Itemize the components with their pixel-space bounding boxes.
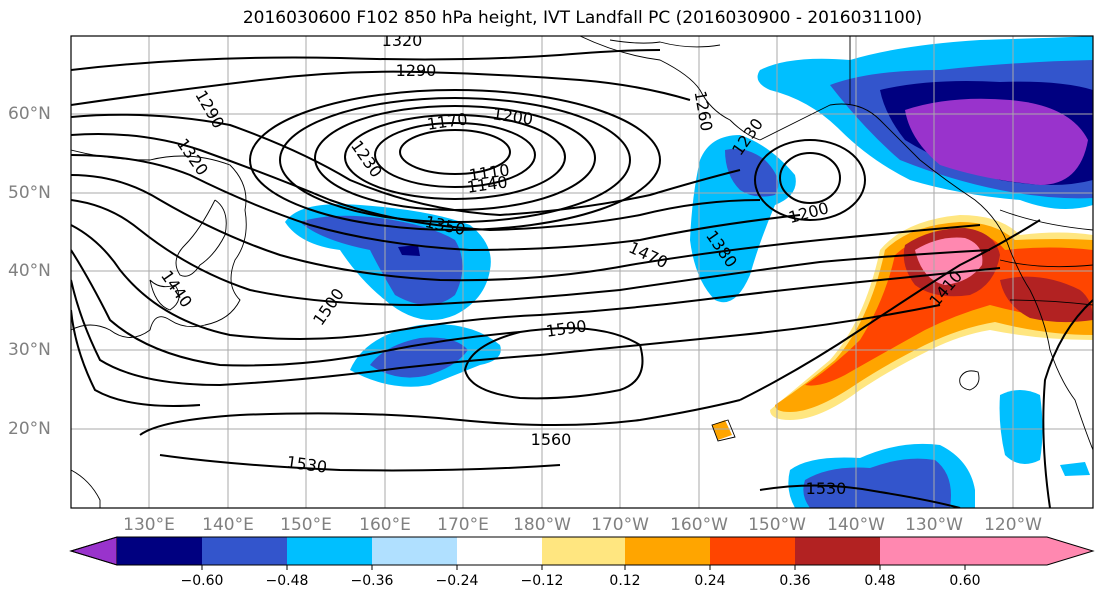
colorbar-tick-label: 0.48 [864,573,896,589]
lat-label: 20°N [8,419,51,439]
lon-label: 130°E [123,515,175,535]
colorbar-swatch [287,537,372,565]
lon-label: 120°W [984,515,1042,535]
colorbar-extend-low [69,536,118,566]
colorbar-tick-label: −0.24 [435,573,479,589]
map-title: 2016030600 F102 850 hPa height, IVT Land… [242,8,923,28]
contour-label: 1530 [806,479,847,498]
colorbar-tick-label: 0.12 [609,573,641,589]
lon-label: 170°E [437,515,489,535]
colorbar-extend-high [965,537,1093,565]
colorbar-swatch [542,537,625,565]
lat-label: 30°N [8,340,51,360]
colorbar [69,536,1095,570]
lat-label: 50°N [8,183,51,203]
contour-label: 1320 [382,31,423,50]
lon-label: 160°E [359,515,411,535]
colorbar-tick-label: −0.36 [350,573,394,589]
height-contours [71,49,1093,508]
ivt-negative-anomaly-eastern-pacific [788,390,1090,508]
lon-label: 140°W [827,515,885,535]
colorbar-tick-label: 0.36 [779,573,811,589]
colorbar-tick-label: −0.12 [520,573,564,589]
colorbar-swatch [457,537,542,565]
contour-label: 1290 [396,61,437,80]
colorbar-tick-label: −0.60 [180,573,224,589]
colorbar-swatch [372,537,457,565]
colorbar-swatch [117,537,202,565]
ivt-negative-anomaly-canada [757,36,1093,209]
lon-label: 160°W [670,515,728,535]
lon-label: 140°E [202,515,254,535]
colorbar-outline [69,536,1095,566]
map-border [70,35,1094,509]
colorbar-tick-label: 0.24 [694,573,726,589]
lon-label: 130°W [905,515,963,535]
colorbar-swatch [625,537,710,565]
lon-label: 180°W [513,515,571,535]
colorbar-swatch [710,537,795,565]
coastlines [71,36,1093,508]
contour-label: 1560 [531,430,572,449]
lon-label: 150°W [748,515,806,535]
colorbar-swatch [202,537,287,565]
ivt-negative-anomaly-west-pacific [285,204,491,320]
colorbar-swatch [880,537,965,565]
lat-label: 60°N [8,104,51,124]
colorbar-tick-label: −0.48 [265,573,309,589]
lon-label: 150°E [280,515,332,535]
lat-label: 40°N [8,261,51,281]
colorbar-tick-label: 0.60 [949,573,981,589]
lon-label: 170°W [591,515,649,535]
colorbar-swatch [795,537,880,565]
